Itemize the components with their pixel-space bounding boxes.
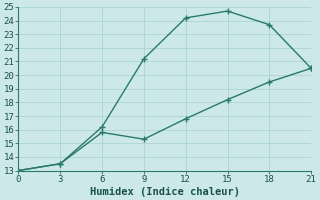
X-axis label: Humidex (Indice chaleur): Humidex (Indice chaleur) <box>90 186 240 197</box>
